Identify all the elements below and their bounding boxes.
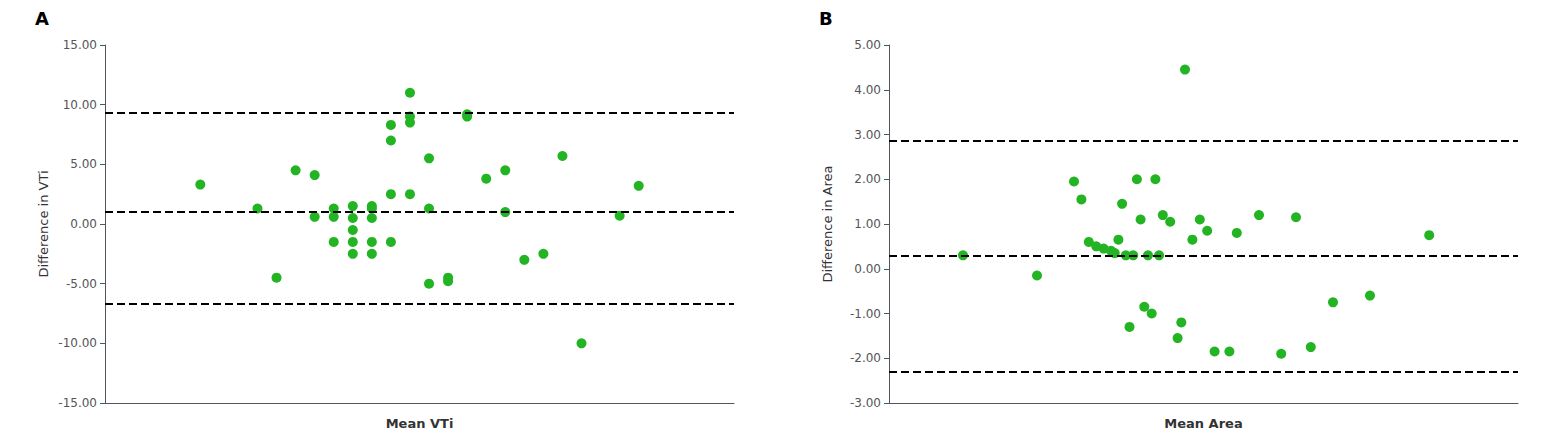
svg-text:-15.00: -15.00 xyxy=(58,396,97,410)
svg-text:Mean Area: Mean Area xyxy=(1164,416,1242,431)
svg-text:Difference in Area: Difference in Area xyxy=(820,165,835,282)
svg-text:5.00: 5.00 xyxy=(70,157,97,171)
svg-text:15.00: 15.00 xyxy=(63,38,97,52)
svg-text:0.00: 0.00 xyxy=(854,262,881,276)
svg-text:2.00: 2.00 xyxy=(854,172,881,186)
svg-text:Difference in VTi: Difference in VTi xyxy=(36,170,51,277)
svg-text:A: A xyxy=(35,8,49,29)
svg-text:B: B xyxy=(819,8,833,29)
svg-text:1.00: 1.00 xyxy=(854,217,881,231)
svg-text:3.00: 3.00 xyxy=(854,128,881,142)
svg-text:-1.00: -1.00 xyxy=(850,307,881,321)
svg-text:-10.00: -10.00 xyxy=(58,336,97,350)
svg-text:5.00: 5.00 xyxy=(854,38,881,52)
svg-text:-3.00: -3.00 xyxy=(850,396,881,410)
svg-text:Mean VTi: Mean VTi xyxy=(386,416,454,431)
svg-text:4.00: 4.00 xyxy=(854,83,881,97)
svg-text:-5.00: -5.00 xyxy=(66,277,97,291)
svg-text:-2.00: -2.00 xyxy=(850,351,881,365)
svg-text:0.00: 0.00 xyxy=(70,217,97,231)
svg-text:10.00: 10.00 xyxy=(63,98,97,112)
